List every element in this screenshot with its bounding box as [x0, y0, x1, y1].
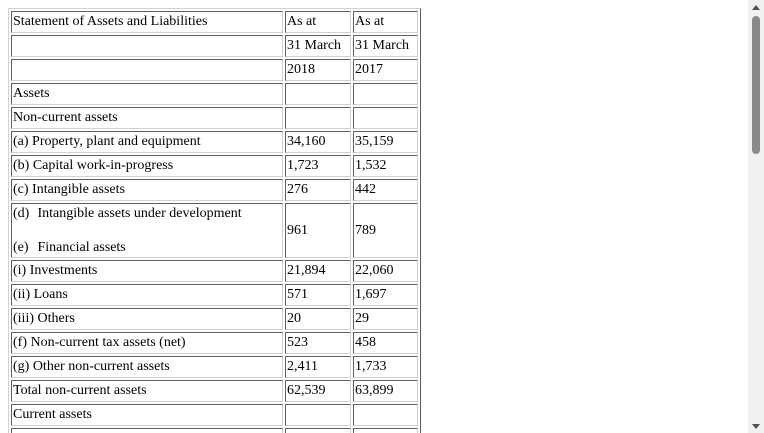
table-cell-label: (iii) Others — [11, 308, 283, 330]
table-cell-2018: 961 — [285, 203, 351, 258]
table-row: Current assets — [11, 404, 418, 426]
table-row: (ii) Loans 571 1,697 — [11, 284, 418, 306]
table-cell-2018: 2018 — [285, 59, 351, 81]
table-cell-2017 — [353, 404, 418, 426]
table-cell-2018: 276 — [285, 179, 351, 201]
table-cell-2017: 31 March — [353, 35, 418, 57]
table-cell-2017: 2017 — [353, 59, 418, 81]
item-text: Intangible assets under development — [37, 206, 242, 221]
table-cell-label: (d) Intangible assets under development … — [11, 203, 283, 258]
table-row: (a) Property, plant and equipment 34,160… — [11, 131, 418, 153]
assets-liabilities-table: Statement of Assets and Liabilities As a… — [8, 8, 421, 433]
document-viewport: Statement of Assets and Liabilities As a… — [8, 8, 421, 433]
table-cell-2017: 458 — [353, 332, 418, 354]
table-cell-2018: 20 — [285, 308, 351, 330]
table-row: (c) Intangible assets 276 442 — [11, 179, 418, 201]
table-row: (b) Capital work-in-progress 1,723 1,532 — [11, 155, 418, 177]
table-cell-2017: 1,697 — [353, 284, 418, 306]
table-cell-2018: 1,723 — [285, 155, 351, 177]
table-row: (g) Other non-current assets 2,411 1,733 — [11, 356, 418, 378]
table-cell-label: (f) Non-current tax assets (net) — [11, 332, 283, 354]
label-line-e: (e) Financial assets — [13, 239, 281, 256]
table-cell-2018 — [285, 83, 351, 105]
table-cell-2017: 442 — [353, 179, 418, 201]
table-cell-2018: 2,411 — [285, 356, 351, 378]
table-cell-2018: 62,539 — [285, 380, 351, 402]
table-cell-2018: 571 — [285, 284, 351, 306]
table-cell-2017: As at — [353, 11, 418, 33]
multi-line-label: (d) Intangible assets under development … — [13, 205, 281, 256]
table-cell-label — [11, 59, 283, 81]
table-cell-2017: 22,060 — [353, 260, 418, 282]
table-cell-label: Statement of Assets and Liabilities — [11, 11, 283, 33]
table-cell-2018: 34,160 — [285, 131, 351, 153]
table-cell-2017: 35,159 — [353, 131, 418, 153]
table-row: Assets — [11, 83, 418, 105]
table-cell-label: Non-current assets — [11, 107, 283, 129]
table-cell-2017: 63,899 — [353, 380, 418, 402]
label-line-d: (d) Intangible assets under development — [13, 205, 281, 239]
table-cell-2017: 1,733 — [353, 356, 418, 378]
table-cell-2017: 789 — [353, 203, 418, 258]
table-cell-2017: 1,532 — [353, 155, 418, 177]
table-row: (iii) Others 20 29 — [11, 308, 418, 330]
table-cell-2018 — [285, 428, 351, 433]
vertical-scrollbar[interactable] — [748, 0, 764, 433]
item-marker: (d) — [13, 206, 30, 221]
table-cell-label — [11, 35, 283, 57]
table-cell-2018: 21,894 — [285, 260, 351, 282]
table-cell-label: (ii) Loans — [11, 284, 283, 306]
table-row: Non-current assets — [11, 107, 418, 129]
table-cell-label — [11, 428, 283, 433]
table-row: Total non-current assets 62,539 63,899 — [11, 380, 418, 402]
table-cell-label: (b) Capital work-in-progress — [11, 155, 283, 177]
table-row: 2018 2017 — [11, 59, 418, 81]
table-cell-label: (g) Other non-current assets — [11, 356, 283, 378]
table-cell-label: Assets — [11, 83, 283, 105]
table-cell-2018: As at — [285, 11, 351, 33]
table-cell-2018: 31 March — [285, 35, 351, 57]
table-row: 31 March 31 March — [11, 35, 418, 57]
table-row: (f) Non-current tax assets (net) 523 458 — [11, 332, 418, 354]
triangle-down-icon — [752, 423, 760, 429]
table-row: (i) Investments 21,894 22,060 — [11, 260, 418, 282]
scroll-up-button[interactable] — [748, 0, 764, 14]
table-cell-label: (c) Intangible assets — [11, 179, 283, 201]
item-marker: (e) — [13, 240, 29, 255]
table-cell-label: (a) Property, plant and equipment — [11, 131, 283, 153]
item-text: Financial assets — [37, 240, 126, 255]
table-row: (d) Intangible assets under development … — [11, 203, 418, 258]
triangle-up-icon — [752, 4, 760, 10]
table-cell-label: Total non-current assets — [11, 380, 283, 402]
table-cell-2017 — [353, 107, 418, 129]
table-cell-2017: 29 — [353, 308, 418, 330]
table-cell-2017 — [353, 428, 418, 433]
table-cell-label: Current assets — [11, 404, 283, 426]
scroll-down-button[interactable] — [748, 419, 764, 433]
table-cell-2017 — [353, 83, 418, 105]
table-cell-2018 — [285, 404, 351, 426]
table-cell-label: (i) Investments — [11, 260, 283, 282]
table-row: Statement of Assets and Liabilities As a… — [11, 11, 418, 33]
table-cell-2018: 523 — [285, 332, 351, 354]
table-cell-2018 — [285, 107, 351, 129]
table-row — [11, 428, 418, 433]
scrollbar-thumb[interactable] — [752, 16, 760, 154]
